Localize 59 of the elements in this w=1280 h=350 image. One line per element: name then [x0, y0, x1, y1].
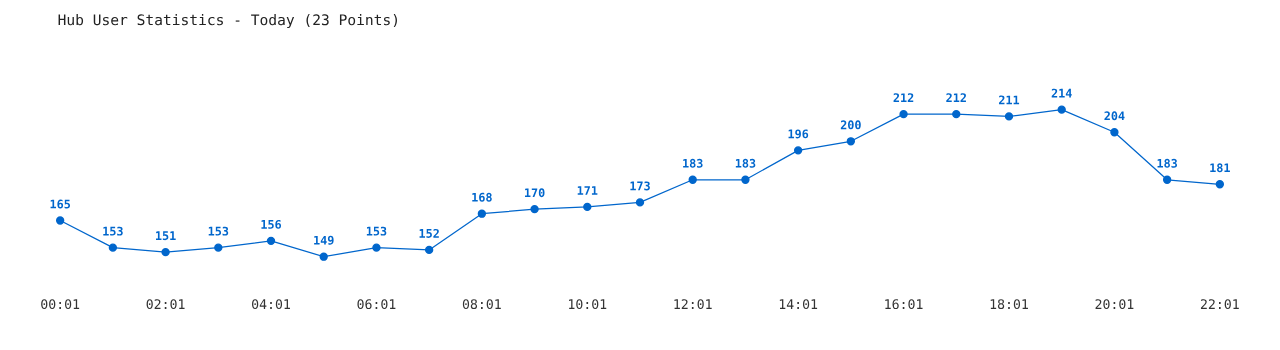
chart-title: Hub User Statistics - Today (23 Points)	[58, 13, 397, 29]
point	[1057, 105, 1066, 114]
point	[424, 245, 434, 255]
data-label: 165	[50, 199, 71, 209]
point	[1110, 128, 1119, 137]
point	[530, 205, 539, 214]
point	[1004, 112, 1014, 121]
point	[1215, 180, 1225, 189]
x-tick-label: 10:01	[569, 299, 607, 310]
data-label: 173	[630, 181, 650, 191]
data-label: 196	[788, 129, 809, 139]
data-label: 153	[103, 226, 123, 236]
data-label: 156	[261, 219, 282, 229]
data-label: 171	[577, 186, 598, 195]
point	[846, 137, 856, 146]
data-label: 153	[208, 226, 229, 236]
point	[899, 109, 908, 119]
x-tick-label: 20:01	[1095, 299, 1134, 310]
point	[741, 175, 750, 184]
data-label: 212	[893, 93, 914, 102]
data-label: 214	[1051, 88, 1072, 98]
point	[372, 243, 381, 252]
x-tick-label: 16:01	[885, 299, 923, 310]
x-tick-label: 02:01	[146, 299, 185, 310]
point	[688, 175, 697, 184]
x-tick-label: 18:01	[990, 299, 1028, 310]
data-label: 181	[1210, 163, 1230, 173]
x-tick-label: 08:01	[462, 299, 501, 310]
point	[635, 198, 645, 207]
point	[108, 243, 118, 252]
point	[793, 146, 803, 155]
data-label: 183	[735, 158, 756, 168]
point	[161, 247, 170, 257]
x-tick-label: 22:01	[1200, 299, 1239, 310]
data-label: 183	[1157, 158, 1178, 168]
x-tick-label: 06:01	[357, 299, 396, 310]
data-label: 170	[525, 188, 545, 198]
point	[55, 216, 65, 225]
point	[1162, 175, 1172, 184]
data-label: 168	[472, 192, 492, 202]
point	[319, 252, 328, 261]
data-label: 183	[683, 158, 703, 168]
data-label: 152	[419, 228, 439, 238]
point	[477, 209, 487, 218]
x-tick-label: 00:01	[41, 299, 80, 310]
data-label: 200	[840, 120, 861, 130]
data-label: 149	[314, 235, 334, 245]
data-label: 211	[998, 95, 1020, 105]
data-label: 204	[1104, 111, 1125, 121]
x-tick-label: 14:01	[779, 299, 818, 310]
x-tick-label: 04:01	[252, 299, 290, 310]
point	[214, 243, 223, 252]
data-label: 153	[366, 226, 387, 236]
data-label: 212	[946, 93, 966, 102]
x-tick-label: 12:01	[674, 299, 712, 310]
point	[952, 109, 961, 119]
data-label: 151	[156, 231, 176, 241]
point	[266, 236, 276, 246]
point	[583, 202, 592, 212]
